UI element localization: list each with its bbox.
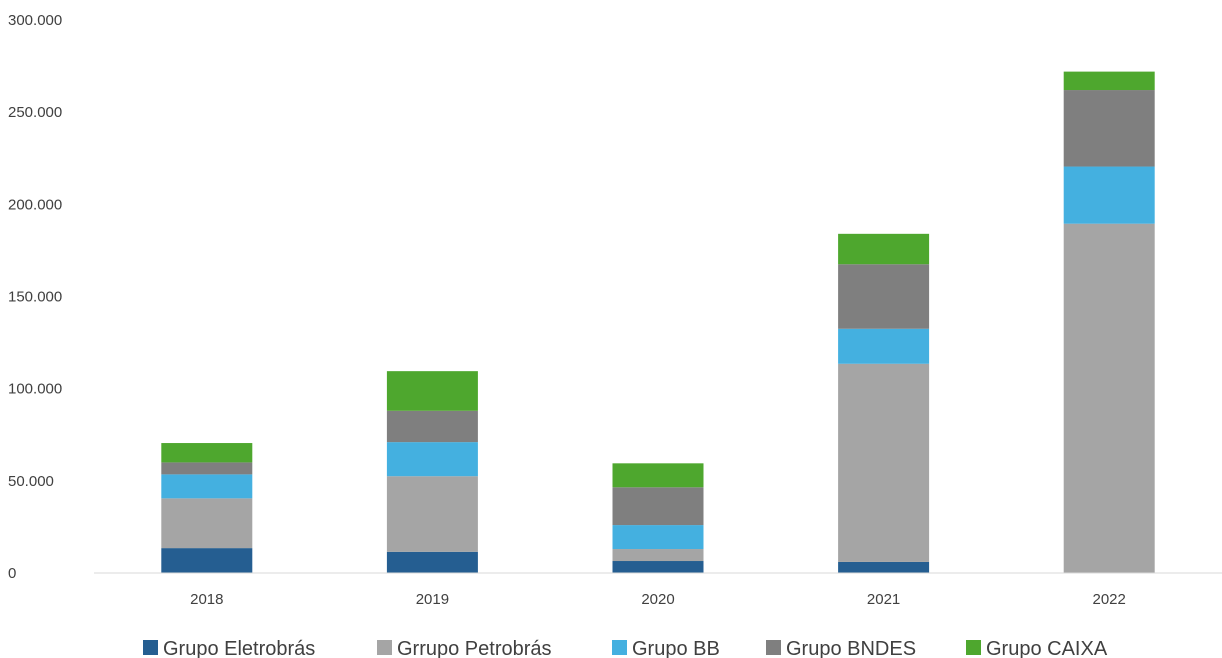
legend-label: Grupo CAIXA [986,638,1108,658]
bar-segment [161,462,253,475]
bar-segment [612,525,704,550]
legend-label: Grupo BB [632,638,720,658]
y-tick-label: 0 [8,565,16,582]
bar-segment [386,410,478,443]
bar-segment [612,549,704,562]
bar-segment [1063,90,1155,167]
legend-swatch [612,640,627,655]
legend-label: Grupo Eletrobrás [163,638,315,658]
bar-segment [612,487,704,526]
y-tick-label: 100.000 [8,381,62,398]
legend-item: Grupo CAIXA [966,638,1108,658]
legend: Grupo Eletrobrás Grrupo Petrobrás Grupo BB… [143,638,1108,658]
y-tick-label: 50.000 [8,473,54,490]
x-tick-label: 2021 [867,591,900,608]
legend-item: Grrupo Petrobrás [377,638,552,658]
bar-segment [161,498,253,549]
bar-segment [1063,223,1155,573]
y-tick-label: 150.000 [8,289,62,306]
bar-segment [838,233,930,265]
y-tick-label: 300.000 [8,12,62,29]
bar-segment [838,363,930,562]
y-axis-ticks: 0 50.000 100.000 150.000 200.000 250.000 300.0… [8,12,62,582]
bar-segment [838,328,930,364]
legend-swatch [766,640,781,655]
bar-segment [838,264,930,329]
x-axis-ticks: 2018 2019 2020 2021 2022 [190,591,1126,608]
legend-item: Grupo BNDES [766,638,916,658]
bar-segment [386,442,478,477]
bar-segment [386,551,478,573]
bars-group [161,71,1155,573]
y-tick-label: 200.000 [8,196,62,213]
legend-swatch [966,640,981,655]
bar-segment [1063,71,1155,91]
bar-segment [1063,166,1155,224]
bar-segment [386,371,478,411]
x-tick-label: 2020 [641,591,674,608]
bar-segment [161,474,253,499]
bar-segment [612,561,704,573]
x-tick-label: 2018 [190,591,223,608]
legend-item: Grupo Eletrobrás [143,638,315,658]
legend-label: Grupo BNDES [786,638,916,658]
x-tick-label: 2022 [1093,591,1126,608]
bar-segment [386,476,478,552]
legend-swatch [143,640,158,655]
x-tick-label: 2019 [416,591,449,608]
y-tick-label: 250.000 [8,104,62,121]
bar-segment [161,548,253,573]
bar-segment [838,561,930,573]
bar-segment [612,463,704,488]
bar-segment [161,443,253,463]
legend-swatch [377,640,392,655]
legend-label: Grrupo Petrobrás [397,638,552,658]
legend-item: Grupo BB [612,638,720,658]
